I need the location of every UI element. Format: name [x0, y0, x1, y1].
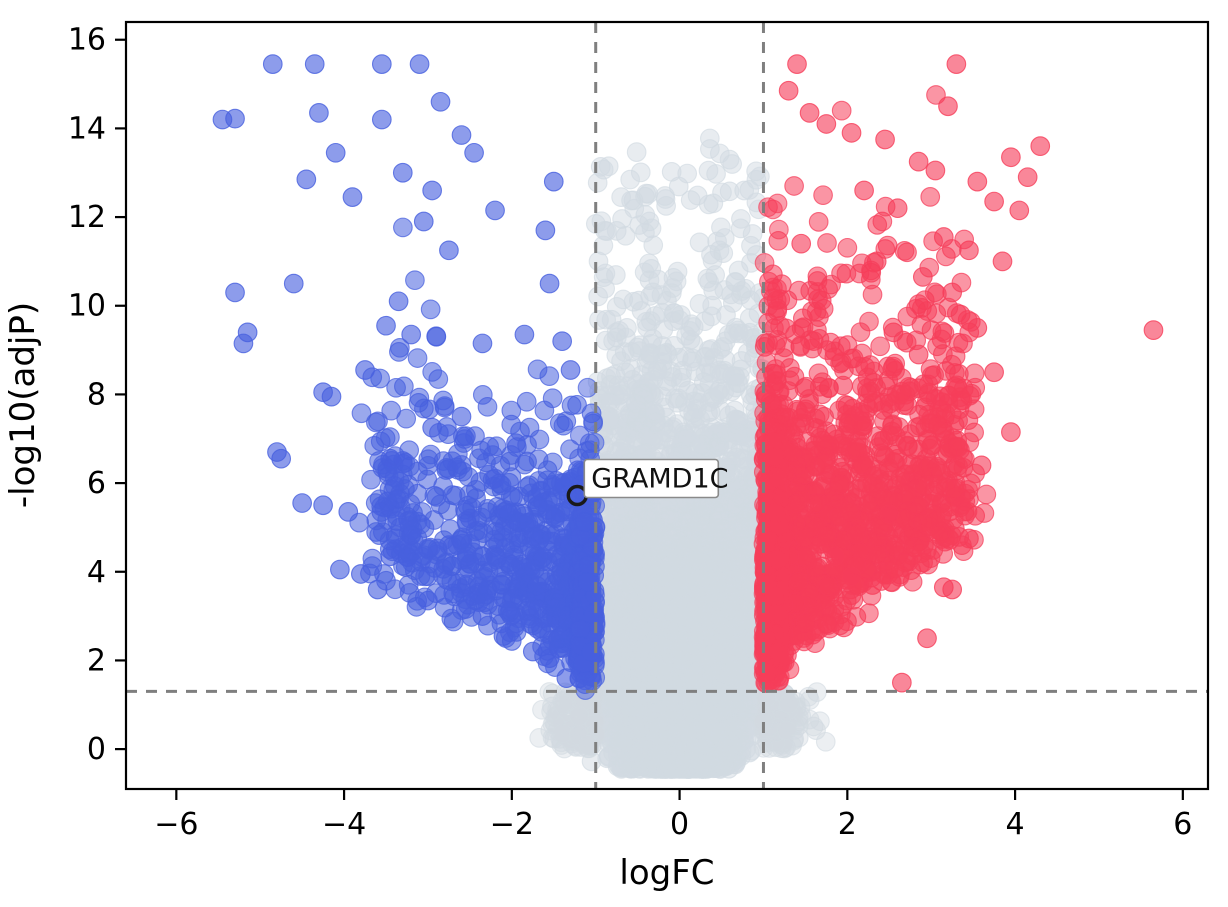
y-tick-label: 8 — [87, 377, 106, 412]
y-tick-label: 10 — [68, 289, 106, 324]
y-tick-label: 6 — [87, 466, 106, 501]
x-tick-label: 6 — [1173, 807, 1192, 842]
x-tick-label: 4 — [1006, 807, 1025, 842]
data-points-layer — [212, 54, 1164, 779]
y-axis-title: -log10(adjP) — [3, 302, 43, 508]
annotation-box[interactable] — [583, 458, 720, 499]
y-tick-label: 4 — [87, 555, 106, 590]
x-tick-label: −2 — [490, 807, 534, 842]
x-axis-title: logFC — [619, 853, 714, 893]
x-tick-label: −6 — [154, 807, 198, 842]
y-tick-label: 14 — [68, 111, 106, 146]
y-tick-label: 16 — [68, 23, 106, 58]
y-tick-label: 0 — [87, 732, 106, 767]
y-tick-label: 2 — [87, 643, 106, 678]
annotation-label: GRAMD1C — [591, 464, 728, 495]
y-tick-label: 12 — [68, 200, 106, 235]
x-tick-label: −4 — [322, 807, 366, 842]
gene-annotation[interactable]: GRAMD1C — [566, 458, 728, 507]
axis-ticks-layer: −6 −4 −2 0 2 4 6 0 2 4 6 8 10 12 14 16 — [68, 23, 1193, 842]
threshold-lines-layer — [126, 22, 1208, 789]
x-tick-label: 0 — [670, 807, 689, 842]
axes-frame — [124, 20, 1210, 791]
x-tick-label: 2 — [838, 807, 857, 842]
